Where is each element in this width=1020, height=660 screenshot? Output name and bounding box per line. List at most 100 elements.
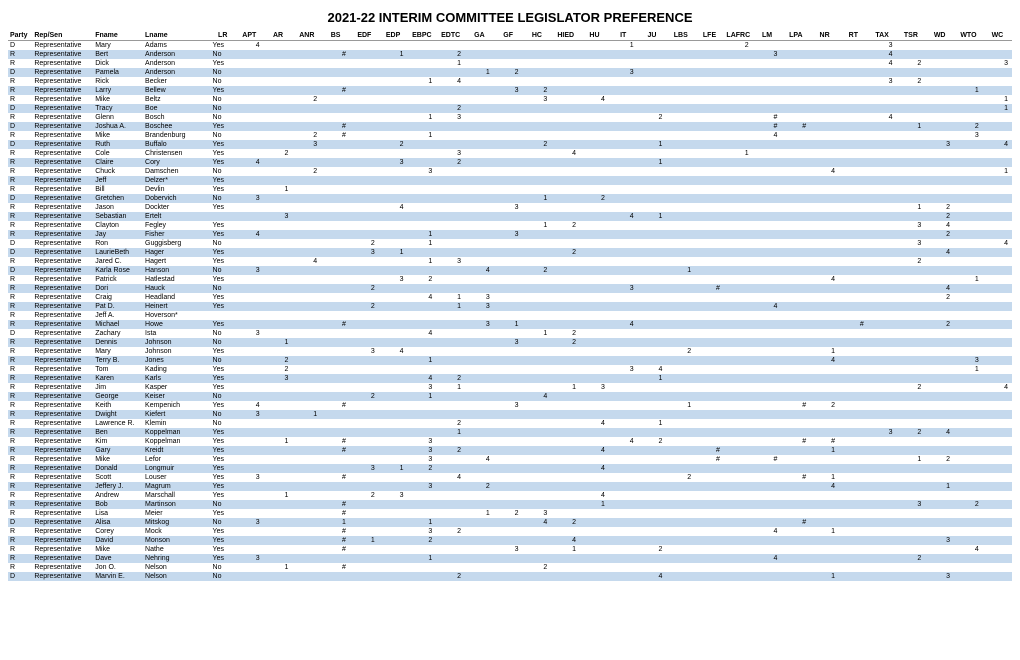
value-cell: 1	[983, 167, 1012, 176]
value-cell	[436, 347, 465, 356]
value-cell	[350, 41, 379, 51]
value-cell	[810, 563, 839, 572]
value-cell	[321, 491, 350, 500]
value-cell	[321, 185, 350, 194]
value-cell	[781, 410, 810, 419]
value-cell: 4	[407, 374, 436, 383]
value-cell	[465, 401, 494, 410]
value-cell	[235, 455, 264, 464]
value-cell	[810, 203, 839, 212]
value-cell	[666, 68, 695, 77]
value-cell	[666, 284, 695, 293]
value-cell	[638, 392, 667, 401]
value-cell	[638, 473, 667, 482]
value-cell	[264, 95, 293, 104]
cell	[204, 365, 211, 374]
value-cell	[379, 149, 408, 158]
value-cell	[724, 158, 753, 167]
value-cell	[897, 50, 926, 59]
cell: No	[211, 572, 235, 581]
value-cell	[638, 59, 667, 68]
value-cell: 3	[235, 194, 264, 203]
value-cell	[321, 167, 350, 176]
cell: Mike	[93, 455, 143, 464]
value-cell	[839, 86, 868, 95]
value-cell: 3	[407, 455, 436, 464]
value-cell	[753, 86, 782, 95]
value-cell	[494, 365, 523, 374]
value-cell	[551, 185, 580, 194]
value-cell	[753, 419, 782, 428]
cell: Martinson	[143, 500, 204, 509]
table-row: RRepresentativeGlennBoschNo132#4	[8, 113, 1012, 122]
value-cell	[235, 527, 264, 536]
value-cell: 3	[925, 536, 954, 545]
cell: Howe	[143, 320, 204, 329]
value-cell	[839, 491, 868, 500]
value-cell	[494, 482, 523, 491]
value-cell	[551, 356, 580, 365]
value-cell	[868, 293, 897, 302]
value-cell	[407, 347, 436, 356]
value-cell	[810, 230, 839, 239]
value-cell	[494, 167, 523, 176]
value-cell	[407, 500, 436, 509]
value-cell	[292, 473, 321, 482]
col-header: LPA	[781, 31, 810, 41]
cell: D	[8, 122, 32, 131]
value-cell	[666, 554, 695, 563]
table-row: RRepresentativePat D.HeinertYes2134	[8, 302, 1012, 311]
value-cell	[407, 122, 436, 131]
value-cell	[379, 428, 408, 437]
value-cell	[609, 464, 638, 473]
value-cell	[753, 347, 782, 356]
cell	[204, 482, 211, 491]
cell: Guggisberg	[143, 239, 204, 248]
value-cell	[494, 518, 523, 527]
value-cell	[523, 113, 552, 122]
value-cell	[868, 527, 897, 536]
cell: Yes	[211, 86, 235, 95]
value-cell	[465, 554, 494, 563]
value-cell	[407, 203, 436, 212]
value-cell	[695, 77, 724, 86]
value-cell	[379, 266, 408, 275]
value-cell	[839, 302, 868, 311]
value-cell	[638, 329, 667, 338]
value-cell	[609, 329, 638, 338]
value-cell	[523, 500, 552, 509]
cell: R	[8, 365, 32, 374]
cell: D	[8, 329, 32, 338]
value-cell	[753, 194, 782, 203]
value-cell	[292, 572, 321, 581]
value-cell	[523, 320, 552, 329]
value-cell	[897, 185, 926, 194]
value-cell	[350, 365, 379, 374]
col-header: WTO	[954, 31, 983, 41]
value-cell	[580, 41, 609, 51]
value-cell	[264, 320, 293, 329]
cell: R	[8, 392, 32, 401]
value-cell: 4	[551, 536, 580, 545]
value-cell	[666, 509, 695, 518]
value-cell	[580, 536, 609, 545]
value-cell: #	[321, 500, 350, 509]
cell: Hagert	[143, 257, 204, 266]
table-row: RRepresentativeMichaelHoweYes#314#2	[8, 320, 1012, 329]
table-row: DRepresentativeJoshua A.BoscheeYes###12	[8, 122, 1012, 131]
value-cell	[695, 203, 724, 212]
value-cell	[781, 185, 810, 194]
value-cell	[436, 212, 465, 221]
value-cell	[810, 248, 839, 257]
cell: Representative	[32, 572, 93, 581]
cell: Yes	[211, 122, 235, 131]
value-cell	[925, 68, 954, 77]
value-cell: 2	[638, 437, 667, 446]
cell	[204, 266, 211, 275]
cell: Representative	[32, 527, 93, 536]
value-cell	[666, 410, 695, 419]
cell: No	[211, 410, 235, 419]
value-cell	[753, 248, 782, 257]
value-cell: 3	[407, 383, 436, 392]
value-cell	[523, 257, 552, 266]
